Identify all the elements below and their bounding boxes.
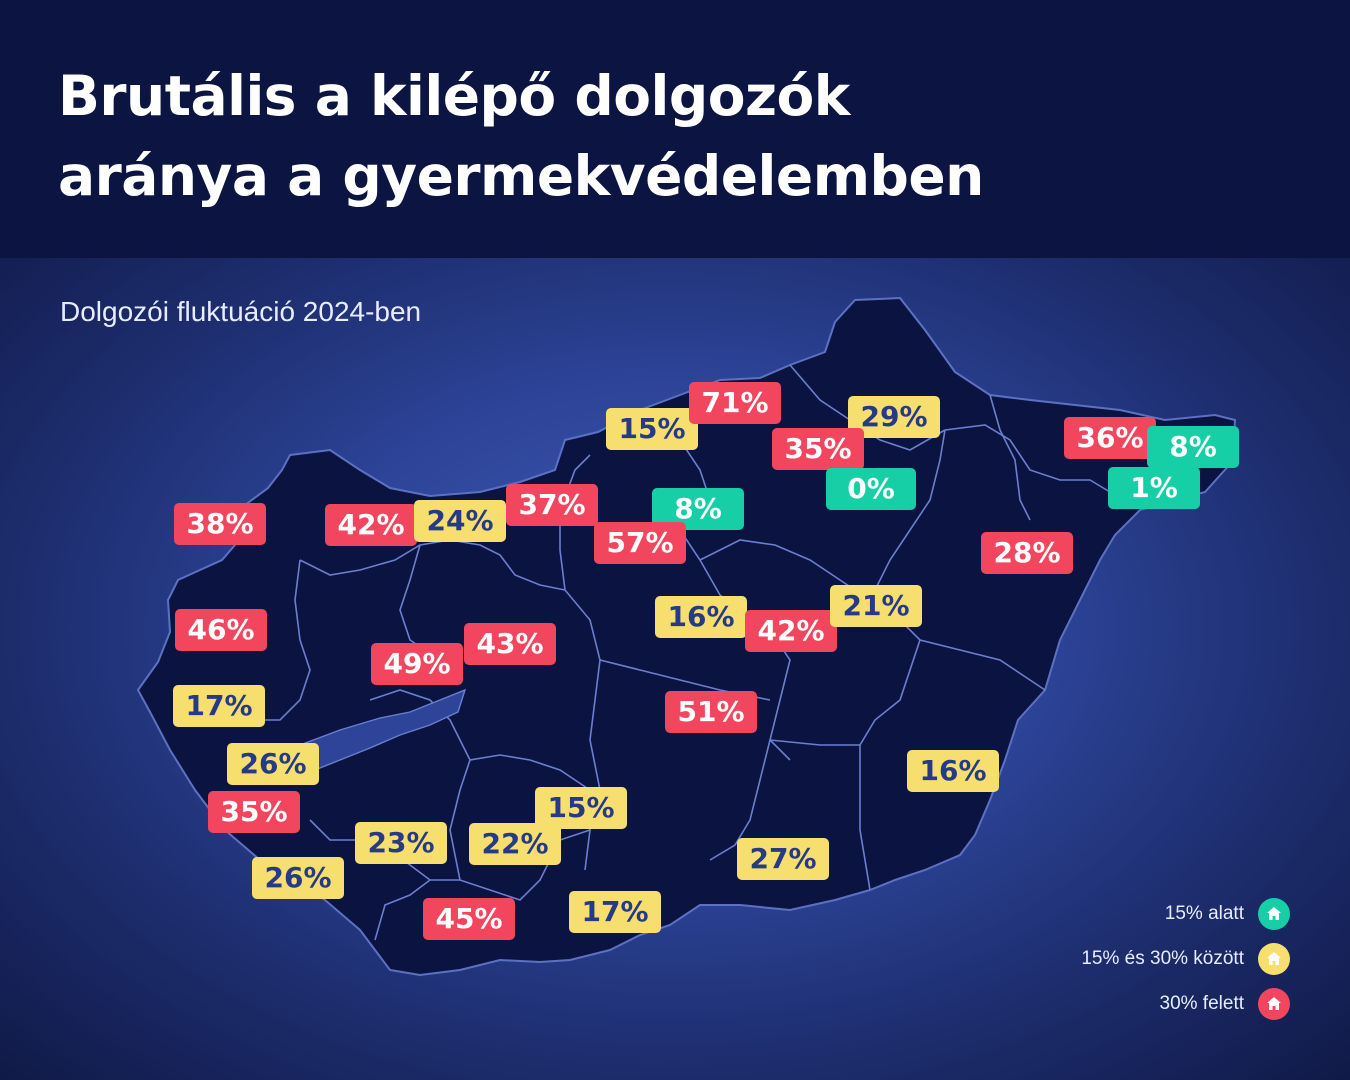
region-label: 35% (208, 791, 300, 833)
region-label: 17% (569, 891, 661, 933)
region-label: 16% (655, 596, 747, 638)
region-label: 15% (606, 408, 698, 450)
region-label: 49% (371, 643, 463, 685)
region-label: 42% (745, 610, 837, 652)
region-label: 38% (174, 503, 266, 545)
region-label: 24% (414, 500, 506, 542)
region-label: 51% (665, 691, 757, 733)
legend-item-between15-30: 15% és 30% között (1081, 941, 1290, 977)
subtitle: Dolgozói fluktuáció 2024-ben (60, 296, 422, 327)
home-icon (1258, 898, 1290, 930)
region-label: 17% (173, 685, 265, 727)
region-label: 57% (594, 522, 686, 564)
region-label: 0% (826, 468, 916, 510)
region-label: 71% (689, 382, 781, 424)
region-label: 37% (506, 484, 598, 526)
region-label: 35% (772, 428, 864, 470)
region-label: 29% (848, 396, 940, 438)
region-label: 26% (252, 857, 344, 899)
region-label: 1% (1108, 467, 1200, 509)
region-label: 45% (423, 898, 515, 940)
title-line-2: aránya a gyermekvédelemben (58, 144, 984, 208)
region-label: 36% (1064, 417, 1156, 459)
region-label: 26% (227, 743, 319, 785)
region-label: 28% (981, 532, 1073, 574)
region-label: 42% (325, 504, 417, 546)
title-line-1: Brutális a kilépő dolgozók (58, 64, 850, 128)
region-label: 16% (907, 750, 999, 792)
home-icon (1258, 988, 1290, 1020)
region-label: 46% (175, 609, 267, 651)
legend-label: 15% alatt (1164, 903, 1244, 924)
page-title: Brutális a kilépő dolgozók aránya a gyer… (58, 56, 1258, 216)
legend-label: 15% és 30% között (1081, 948, 1244, 969)
region-label: 27% (737, 838, 829, 880)
region-label: 15% (535, 787, 627, 829)
legend-item-above30: 30% felett (1159, 986, 1290, 1022)
region-label: 23% (355, 822, 447, 864)
region-label: 8% (1147, 426, 1239, 468)
region-label: 43% (464, 623, 556, 665)
region-label: 8% (652, 488, 744, 530)
legend-item-below15: 15% alatt (1165, 896, 1290, 932)
header: Brutális a kilépő dolgozók aránya a gyer… (0, 0, 1350, 258)
home-icon (1258, 943, 1290, 975)
legend-label: 30% felett (1159, 993, 1245, 1014)
region-label: 21% (830, 585, 922, 627)
region-label: 22% (469, 823, 561, 865)
